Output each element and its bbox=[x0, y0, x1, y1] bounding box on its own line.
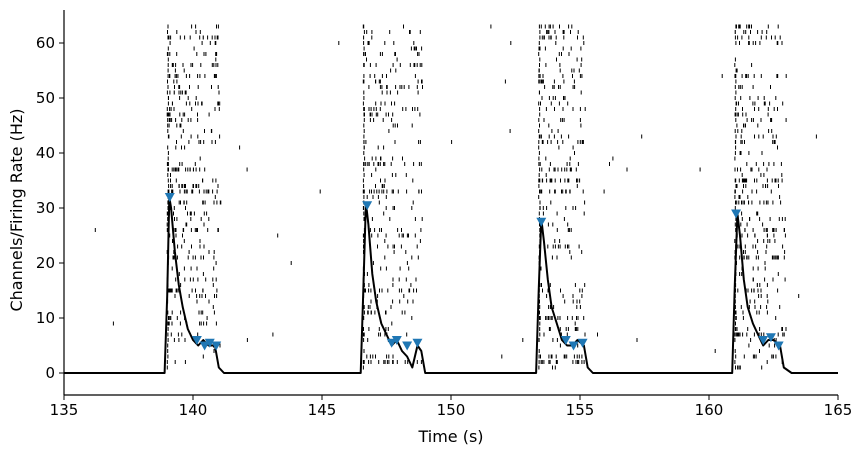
y-tick-label: 50 bbox=[36, 89, 55, 107]
firing-rate-line bbox=[64, 196, 838, 374]
peak-marker bbox=[412, 338, 423, 348]
y-tick-label: 60 bbox=[36, 34, 55, 52]
spike-raster-burst-4 bbox=[734, 24, 787, 370]
peak-marker bbox=[362, 201, 373, 211]
spike-raster-burst-2 bbox=[362, 24, 423, 370]
firing-rate-layer bbox=[64, 196, 838, 374]
peak-marker bbox=[391, 336, 402, 345]
spike-raster-background bbox=[94, 24, 817, 359]
peak-marker bbox=[164, 193, 175, 202]
y-tick-label: 0 bbox=[45, 364, 55, 382]
y-tick-label: 40 bbox=[36, 144, 55, 162]
y-tick-label: 10 bbox=[36, 309, 55, 327]
peak-marker bbox=[211, 341, 222, 351]
peak-marker bbox=[568, 341, 579, 351]
peak-marker bbox=[386, 338, 397, 348]
x-axis-label: Time (s) bbox=[417, 427, 483, 446]
x-tick-label: 160 bbox=[695, 401, 724, 419]
spike-raster-burst-3 bbox=[538, 24, 586, 370]
peak-markers-layer bbox=[164, 193, 784, 351]
y-axis-label: Channels/Firing Rate (Hz) bbox=[7, 109, 26, 312]
peak-marker bbox=[536, 217, 547, 227]
peak-marker bbox=[560, 336, 571, 345]
peak-marker bbox=[758, 336, 769, 345]
peak-marker bbox=[577, 338, 588, 348]
raster-layer bbox=[94, 24, 817, 370]
y-tick-label: 30 bbox=[36, 199, 55, 217]
spike-raster-burst-1 bbox=[166, 24, 222, 370]
x-tick-label: 165 bbox=[824, 401, 853, 419]
peak-marker bbox=[191, 336, 202, 345]
y-tick-layer: 0 10 20 30 40 50 60 bbox=[36, 34, 64, 382]
x-tick-label: 145 bbox=[308, 401, 337, 419]
x-tick-label: 135 bbox=[50, 401, 79, 419]
x-tick-layer: 135 140 145 150 155 160 165 bbox=[50, 395, 853, 419]
peak-marker bbox=[204, 338, 215, 348]
x-tick-label: 155 bbox=[566, 401, 595, 419]
peak-marker bbox=[765, 333, 776, 343]
x-tick-label: 140 bbox=[179, 401, 208, 419]
y-tick-label: 20 bbox=[36, 254, 55, 272]
x-tick-label: 150 bbox=[437, 401, 466, 419]
peak-marker bbox=[402, 341, 413, 351]
peak-marker bbox=[731, 209, 742, 219]
peak-marker bbox=[773, 341, 784, 351]
peak-marker bbox=[199, 341, 210, 351]
